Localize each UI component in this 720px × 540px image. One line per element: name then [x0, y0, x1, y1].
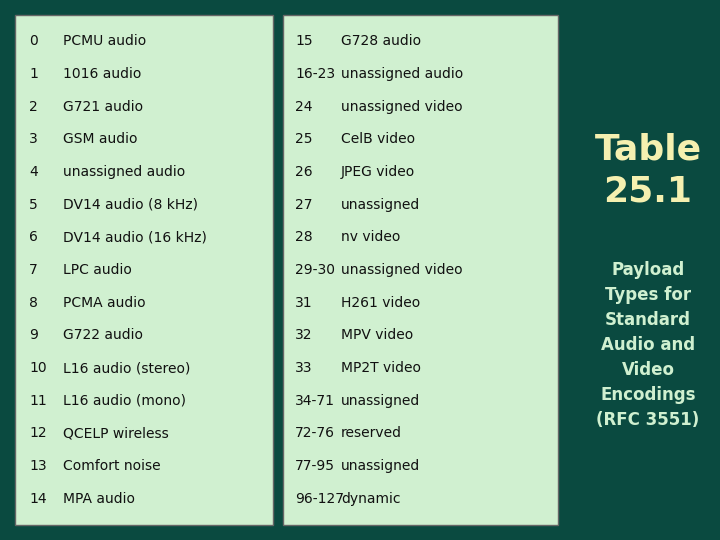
Text: JPEG video: JPEG video	[341, 165, 415, 179]
Text: 31: 31	[295, 296, 312, 309]
Text: unassigned audio: unassigned audio	[63, 165, 185, 179]
FancyBboxPatch shape	[15, 15, 273, 525]
Text: 15: 15	[295, 35, 312, 49]
Text: 0: 0	[29, 35, 37, 49]
Text: 25: 25	[295, 132, 312, 146]
Text: unassigned video: unassigned video	[341, 100, 463, 113]
Text: 29-30: 29-30	[295, 263, 335, 277]
Text: Payload
Types for
Standard
Audio and
Video
Encodings
(RFC 3551): Payload Types for Standard Audio and Vid…	[596, 261, 700, 429]
Text: 7: 7	[29, 263, 37, 277]
Text: QCELP wireless: QCELP wireless	[63, 427, 168, 440]
Text: unassigned video: unassigned video	[341, 263, 463, 277]
Text: L16 audio (mono): L16 audio (mono)	[63, 394, 186, 408]
Text: 14: 14	[29, 491, 47, 505]
Text: Comfort noise: Comfort noise	[63, 459, 161, 473]
Text: 6: 6	[29, 231, 38, 244]
Text: 12: 12	[29, 427, 47, 440]
Text: 27: 27	[295, 198, 312, 212]
Text: 2: 2	[29, 100, 37, 113]
Text: dynamic: dynamic	[341, 491, 400, 505]
Text: 96-127: 96-127	[295, 491, 344, 505]
Text: 34-71: 34-71	[295, 394, 335, 408]
Text: 33: 33	[295, 361, 312, 375]
Text: 72-76: 72-76	[295, 427, 335, 440]
Text: MP2T video: MP2T video	[341, 361, 421, 375]
Text: 3: 3	[29, 132, 37, 146]
Text: GSM audio: GSM audio	[63, 132, 138, 146]
Text: G721 audio: G721 audio	[63, 100, 143, 113]
Text: DV14 audio (8 kHz): DV14 audio (8 kHz)	[63, 198, 198, 212]
Text: CelB video: CelB video	[341, 132, 415, 146]
Text: unassigned: unassigned	[341, 198, 420, 212]
Text: G728 audio: G728 audio	[341, 35, 421, 49]
Text: L16 audio (stereo): L16 audio (stereo)	[63, 361, 190, 375]
Text: 4: 4	[29, 165, 37, 179]
Text: 26: 26	[295, 165, 312, 179]
Text: DV14 audio (16 kHz): DV14 audio (16 kHz)	[63, 231, 207, 244]
Text: PCMA audio: PCMA audio	[63, 296, 145, 309]
Text: 77-95: 77-95	[295, 459, 335, 473]
Text: 25.1: 25.1	[603, 175, 693, 209]
Text: PCMU audio: PCMU audio	[63, 35, 146, 49]
Text: 24: 24	[295, 100, 312, 113]
Text: unassigned: unassigned	[341, 394, 420, 408]
FancyBboxPatch shape	[283, 15, 558, 525]
Text: 9: 9	[29, 328, 38, 342]
Text: 28: 28	[295, 231, 312, 244]
Text: nv video: nv video	[341, 231, 400, 244]
Text: 8: 8	[29, 296, 38, 309]
Text: LPC audio: LPC audio	[63, 263, 132, 277]
Text: G722 audio: G722 audio	[63, 328, 143, 342]
Text: 32: 32	[295, 328, 312, 342]
Text: 1016 audio: 1016 audio	[63, 67, 141, 81]
Text: 1: 1	[29, 67, 38, 81]
Text: Table: Table	[595, 133, 701, 167]
Text: reserved: reserved	[341, 427, 402, 440]
Text: H261 video: H261 video	[341, 296, 420, 309]
Text: unassigned audio: unassigned audio	[341, 67, 463, 81]
Text: MPV video: MPV video	[341, 328, 413, 342]
Text: MPA audio: MPA audio	[63, 491, 135, 505]
Text: 11: 11	[29, 394, 47, 408]
Text: unassigned: unassigned	[341, 459, 420, 473]
Text: 13: 13	[29, 459, 47, 473]
Text: 16-23: 16-23	[295, 67, 335, 81]
Text: 10: 10	[29, 361, 47, 375]
Text: 5: 5	[29, 198, 37, 212]
